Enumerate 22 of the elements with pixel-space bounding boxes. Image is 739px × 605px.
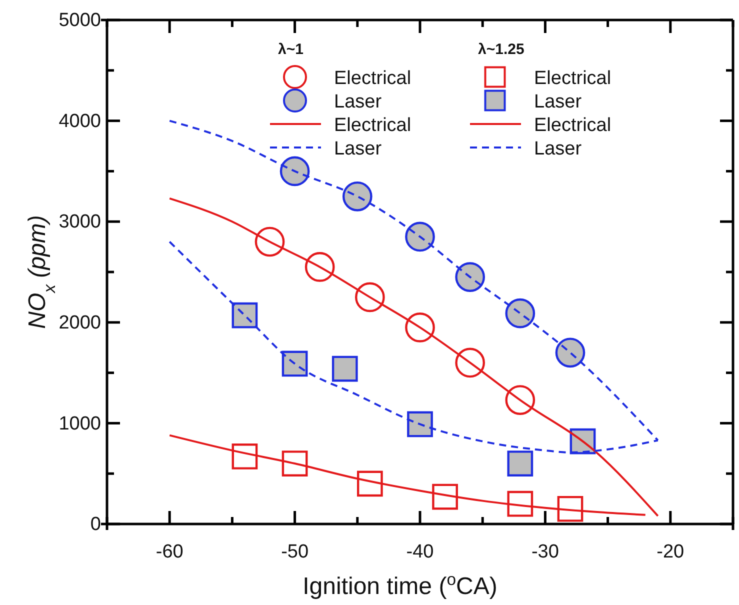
legend-label: Laser bbox=[334, 138, 382, 160]
y-tick-label: 3000 bbox=[58, 212, 101, 233]
legend-label: Laser bbox=[334, 92, 382, 112]
x-tick-label: -20 bbox=[656, 541, 684, 562]
y-tick-label: 1000 bbox=[58, 413, 101, 434]
legend-label: Electrical bbox=[334, 115, 412, 136]
y-tick-label: 2000 bbox=[58, 312, 101, 334]
legend-label: Electrical bbox=[334, 68, 412, 89]
legend-label: Laser bbox=[534, 138, 582, 160]
x-tick-label: -60 bbox=[156, 541, 184, 562]
legend-label: Electrical bbox=[534, 68, 612, 89]
y-tick-label: 0 bbox=[90, 514, 101, 536]
y-tick-label: 4000 bbox=[58, 110, 101, 132]
x-tick-label: -50 bbox=[281, 541, 309, 562]
legend-label: Laser bbox=[534, 92, 582, 112]
x-tick-label: -40 bbox=[406, 541, 434, 562]
x-tick-label: -30 bbox=[531, 541, 559, 562]
annotation: λ~1.25 bbox=[478, 41, 524, 58]
annotation: λ~1 bbox=[278, 41, 304, 58]
legend-label: Electrical bbox=[534, 115, 612, 136]
y-tick-label: 5000 bbox=[58, 10, 101, 32]
x-axis-title: Ignition time ($^{o}$CA) bbox=[302, 570, 498, 600]
